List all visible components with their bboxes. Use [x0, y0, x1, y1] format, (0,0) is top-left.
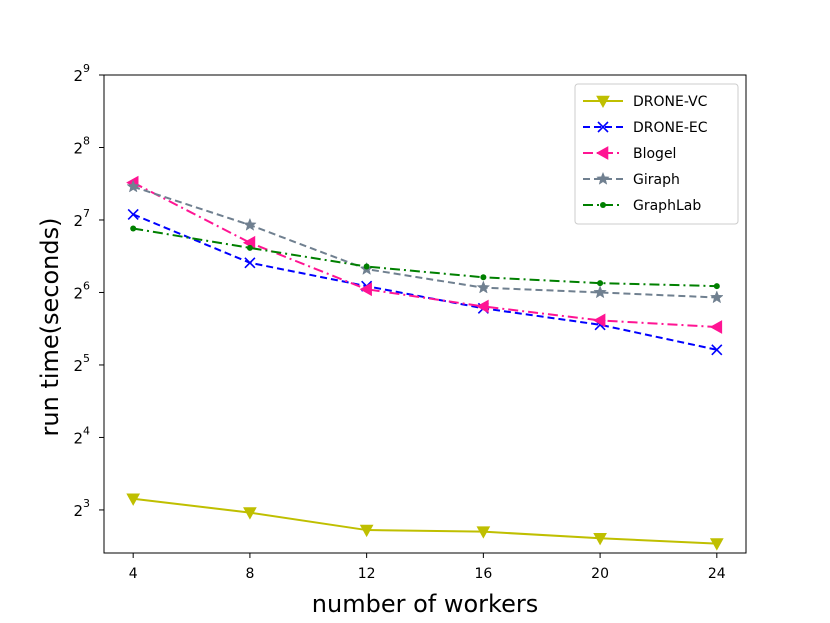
- legend-marker-giraph: [596, 171, 610, 185]
- data-point-blogel-12: [359, 282, 372, 297]
- data-point-giraph-24: [709, 290, 724, 304]
- data-point-blogel-20: [593, 313, 606, 328]
- legend-entry-blogel: Blogel: [583, 146, 676, 162]
- y-tick-label-7: 27: [73, 207, 90, 230]
- legend-box: [574, 83, 739, 225]
- series-line-blogel: [132, 181, 717, 329]
- y-tick-label-9: 29: [73, 62, 90, 85]
- data-point-graphlab-20: [597, 280, 604, 287]
- series-drone-ec: [127, 208, 723, 356]
- series-line-giraph: [132, 185, 717, 299]
- series-graphlab: [130, 225, 720, 290]
- legend-marker-graphlab: [600, 202, 606, 208]
- data-point-giraph-20: [593, 285, 607, 299]
- data-point-drone-ec-24: [711, 344, 723, 356]
- data-point-drone-ec-4: [127, 208, 139, 220]
- legend-marker-drone-vc: [596, 95, 610, 109]
- legend-marker-drone-ec: [597, 121, 609, 133]
- data-point-giraph-8: [243, 217, 257, 231]
- y-tick-label-4: 24: [73, 424, 90, 447]
- legend-label-blogel: Blogel: [633, 146, 676, 162]
- data-point-graphlab-4: [130, 225, 137, 232]
- y-tick-label-5: 25: [73, 352, 90, 375]
- data-point-graphlab-24: [713, 283, 720, 290]
- axes: 4 8 12 16 20 24 23 24 25 26 27 28 29: [73, 62, 747, 582]
- legend-label-drone-vc: DRONE-VC: [633, 94, 708, 110]
- legend: DRONE-VC DRONE-EC Blogel Giraph GraphLab: [574, 83, 739, 225]
- series-line-drone-vc: [133, 497, 717, 545]
- y-axis-label: run time(seconds): [36, 218, 64, 437]
- data-point-drone-vc-16: [476, 526, 491, 539]
- data-point-drone-vc-4: [126, 493, 141, 506]
- plot-frame: [103, 74, 747, 554]
- data-point-drone-vc-8: [243, 507, 257, 520]
- legend-label-graphlab: GraphLab: [633, 198, 701, 214]
- data-point-drone-vc-24: [709, 538, 724, 551]
- data-point-graphlab-16: [480, 274, 487, 281]
- data-point-giraph-4: [126, 179, 141, 193]
- data-point-blogel-24: [709, 320, 723, 334]
- plot-area: [126, 175, 724, 551]
- y-tick-label-6: 26: [73, 279, 90, 302]
- series-line-drone-ec: [132, 213, 718, 351]
- x-tick-label-16: 16: [474, 566, 492, 582]
- data-point-drone-vc-20: [593, 532, 607, 546]
- legend-marker-blogel: [595, 146, 609, 160]
- data-point-drone-ec-8: [244, 257, 256, 269]
- legend-entry-drone-ec: DRONE-EC: [583, 120, 708, 136]
- legend-entry-drone-vc: DRONE-VC: [583, 94, 708, 110]
- y-tick-label-3: 23: [73, 497, 90, 520]
- series-line-graphlab: [133, 227, 717, 288]
- data-point-blogel-16: [476, 299, 489, 314]
- x-tick-label-24: 24: [708, 566, 726, 582]
- data-point-giraph-16: [476, 280, 491, 294]
- data-point-drone-vc-12: [359, 524, 374, 538]
- legend-label-drone-ec: DRONE-EC: [633, 120, 708, 136]
- x-tick-label-8: 8: [245, 566, 254, 582]
- legend-entry-graphlab: GraphLab: [583, 198, 701, 214]
- x-tick-label-20: 20: [591, 566, 609, 582]
- x-tick-label-12: 12: [358, 566, 376, 582]
- legend-entry-giraph: Giraph: [583, 171, 680, 188]
- x-tick-label-4: 4: [129, 566, 138, 582]
- y-tick-label-8: 28: [73, 134, 90, 157]
- data-point-graphlab-8: [246, 244, 253, 251]
- legend-label-giraph: Giraph: [633, 172, 680, 188]
- x-axis-label: number of workers: [312, 590, 538, 618]
- series-drone-vc: [126, 493, 724, 551]
- data-point-graphlab-12: [363, 263, 370, 270]
